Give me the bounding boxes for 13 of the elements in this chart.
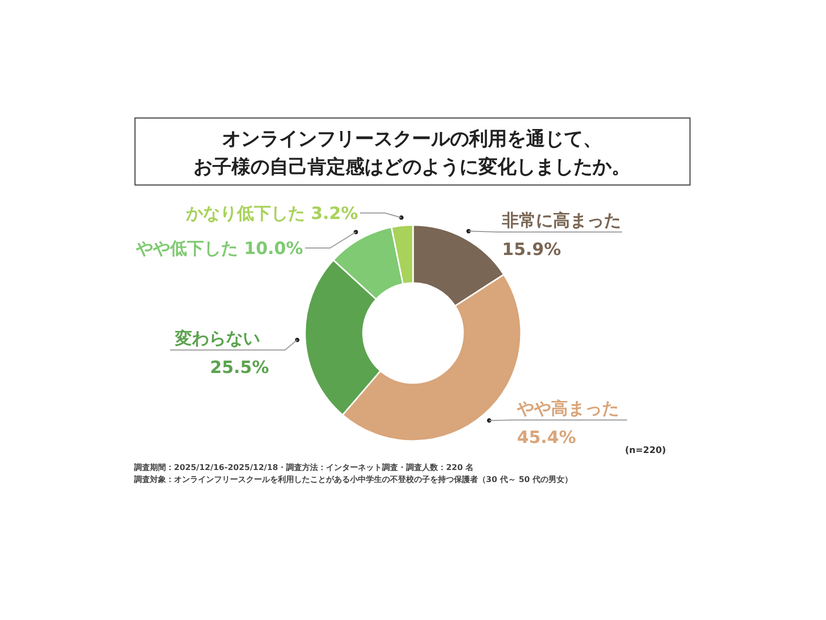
text: 調査対象：オンラインフリースクールを利用したことがある小中学生の不登校の子を持つ保護者（30 代～ 50 代の男女） (134, 474, 573, 484)
text: 調査期間：2025/12/16-2025/12/18・調査方法：インターネット調査・調査人数：220 名 (134, 462, 474, 472)
slice-label: 非常に高まった (501, 211, 621, 231)
slice-label: かなり低下した 3.2% (184, 204, 358, 224)
slice-label: やや低下した 10.0% (135, 239, 303, 259)
slice-label: やや高まった (516, 399, 619, 419)
data-label: 45.4% (517, 428, 576, 448)
text: (n=220) (625, 446, 666, 456)
chart-subtitle: お子様の自己肯定感はどのように変化しましたか。 (194, 156, 630, 178)
slice-label: 変わらない (174, 329, 260, 349)
chart-title: オンラインフリースクールの利用を通じて、 (222, 128, 602, 150)
data-label: 15.9% (502, 240, 561, 260)
data-label: 25.5% (210, 358, 269, 378)
